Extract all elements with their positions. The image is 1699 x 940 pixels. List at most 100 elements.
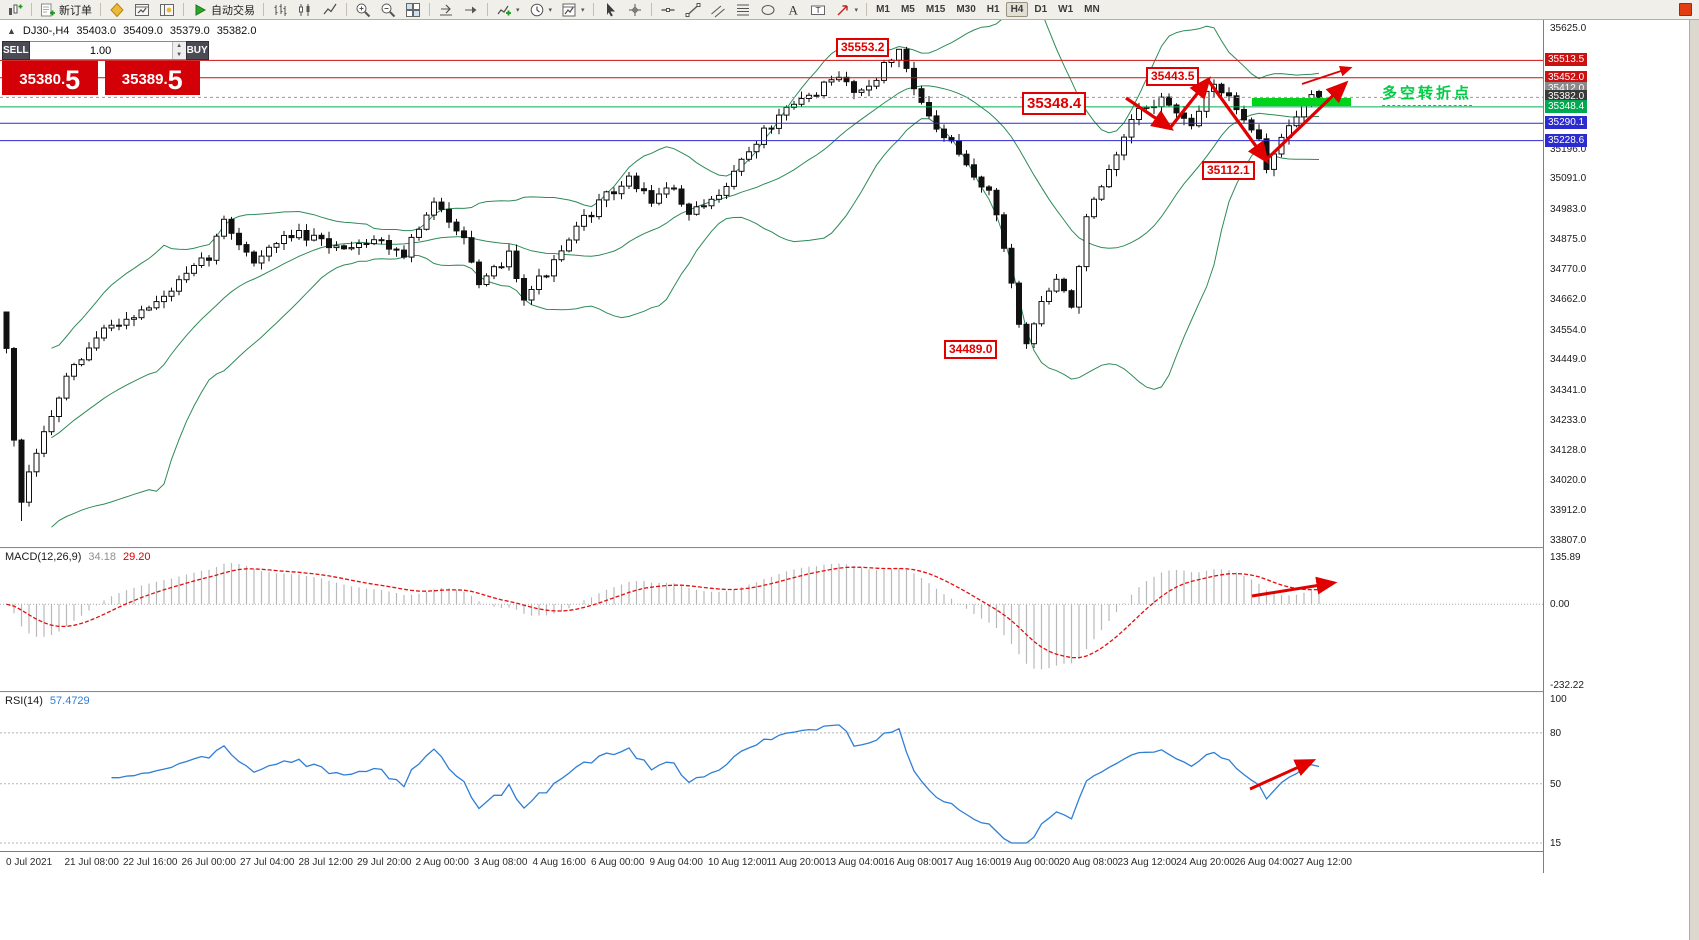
main-chart-svg[interactable]	[0, 20, 1543, 547]
price-callout[interactable]: 34489.0	[944, 340, 998, 359]
autotrading-button[interactable]: 自动交易	[188, 0, 259, 20]
toolbar-separator	[866, 3, 868, 16]
price-tick: 34554.0	[1550, 325, 1587, 336]
chart-shift-button[interactable]	[434, 0, 458, 20]
text-tool-button[interactable]: A	[781, 0, 805, 20]
rsi-svg[interactable]	[0, 693, 1543, 851]
new-order-label: 新订单	[59, 4, 92, 17]
price-callout[interactable]: 35348.4	[1022, 92, 1087, 115]
price-tick: 35196.0	[1550, 144, 1587, 155]
timeframe-m30[interactable]: M30	[956, 4, 976, 15]
candle-chart-mode-button[interactable]	[293, 0, 317, 20]
toolbar-separator	[429, 3, 430, 16]
volume-up-icon[interactable]: ▲	[172, 42, 186, 51]
rsi-trend-arrow[interactable]	[1249, 759, 1317, 791]
chevron-down-icon: ▾	[581, 6, 585, 14]
turning-point-highlight-bar[interactable]	[1252, 98, 1351, 106]
navigator-button[interactable]	[155, 0, 179, 20]
price-tag-current-price: 35382.0	[1545, 90, 1588, 103]
shapes-icon	[761, 4, 775, 15]
panel-divider-macd-rsi[interactable]	[0, 691, 1699, 693]
text-label-tool-button[interactable]: T	[806, 0, 830, 20]
market-watch-icon	[135, 3, 149, 16]
timeframe-w1[interactable]: W1	[1058, 4, 1074, 15]
zoom-out-button[interactable]	[376, 0, 400, 20]
time-label: 24 Aug 20:00	[1176, 857, 1235, 868]
line-chart-mode-button[interactable]	[318, 0, 342, 20]
rsi-panel[interactable]: RSI(14) 57.4729	[0, 693, 1543, 851]
cursor-tool-button[interactable]	[598, 0, 622, 20]
periods-button[interactable]: ▾	[525, 0, 557, 20]
macd-panel[interactable]: MACD(12,26,9) 34.18 29.20	[0, 549, 1543, 691]
price-tag-pivot: 35348.4	[1545, 100, 1588, 113]
volume-input[interactable]	[29, 42, 172, 59]
time-label: 9 Aug 04:00	[649, 857, 703, 868]
new-chart-button[interactable]	[3, 0, 27, 20]
timeframe-m1[interactable]: M1	[876, 4, 890, 15]
ohlc-low: 35379.0	[169, 25, 210, 37]
turning-point-annotation[interactable]: 多空转折点	[1382, 82, 1473, 106]
price-callout[interactable]: 35443.5	[1146, 67, 1200, 86]
levels-layer[interactable]	[0, 59, 1543, 142]
zoom-in-button[interactable]	[351, 0, 375, 20]
time-axis[interactable]: 0 Jul 2021 21 Jul 08:00 22 Jul 16:00 26 Jul…	[0, 851, 1543, 874]
ohlc-open: 35403.0	[76, 25, 117, 37]
time-label: 28 Jul 12:00	[298, 857, 354, 868]
price-callout[interactable]: 35112.1	[1202, 161, 1255, 180]
price-axis[interactable]: 35625.0 35196.0 35091.0 34983.0 34875.0 34770…	[1543, 20, 1689, 873]
bid-price-display[interactable]: 35380. 5	[2, 61, 98, 95]
toolbar-separator	[592, 3, 594, 16]
indicators-list-button[interactable]: ▾	[492, 0, 524, 20]
price-tick: 34341.0	[1550, 385, 1587, 396]
timeframe-h4[interactable]: H4	[1005, 2, 1029, 17]
time-label: 2 Aug 00:00	[415, 857, 469, 868]
arrow-objects-tool-button[interactable]: ▾	[831, 0, 863, 20]
buy-button[interactable]: BUY	[185, 41, 209, 60]
macd-header: MACD(12,26,9) 34.18 29.20	[5, 551, 150, 563]
horizontal-line-tool-button[interactable]	[656, 0, 680, 20]
main-chart-panel[interactable]: ▲ DJ30-,H4 35403.0 35409.0 35379.0 35382…	[0, 20, 1543, 547]
tile-windows-button[interactable]	[401, 0, 425, 20]
market-watch-button[interactable]	[130, 0, 154, 20]
bollinger-layer	[51, 20, 1320, 528]
volume-stepper[interactable]: ▲ ▼	[171, 42, 186, 59]
label-icon: T	[810, 5, 825, 15]
trendline-tool-button[interactable]	[681, 0, 705, 20]
hline-icon	[661, 7, 675, 12]
sell-button[interactable]: SELL	[2, 41, 30, 60]
channel-tool-button[interactable]	[706, 0, 730, 20]
bar-chart-mode-button[interactable]	[268, 0, 292, 20]
rsi-scale-50: 50	[1550, 779, 1562, 790]
metaquotes-button[interactable]	[105, 0, 129, 20]
macd-scale-bottom: -232.22	[1550, 680, 1584, 691]
crosshair-tool-button[interactable]	[623, 0, 647, 20]
price-tag-support-upper: 35290.1	[1545, 116, 1588, 129]
macd-svg[interactable]	[0, 549, 1543, 691]
periods-icon	[530, 3, 543, 16]
timeframe-d1[interactable]: D1	[1034, 4, 1048, 15]
fibonacci-tool-button[interactable]	[731, 0, 755, 20]
toolbar-separator	[31, 3, 32, 16]
trend-arrows-layer[interactable]	[1125, 66, 1353, 164]
shapes-tool-button[interactable]	[756, 0, 780, 20]
symbol-icon: ▲	[7, 26, 16, 36]
volume-down-icon[interactable]: ▼	[172, 50, 186, 59]
timeframe-mn[interactable]: MN	[1084, 4, 1100, 15]
timeframe-h1[interactable]: H1	[986, 4, 1000, 15]
auto-scroll-button[interactable]	[459, 0, 483, 20]
ask-price-display[interactable]: 35389. 5	[104, 61, 200, 95]
vertical-scrollbar[interactable]	[1689, 20, 1699, 940]
timeframe-m15[interactable]: M15	[925, 4, 946, 15]
timeframe-m5[interactable]: M5	[900, 4, 915, 15]
time-label: 6 Aug 00:00	[591, 857, 645, 868]
macd-trend-arrow[interactable]	[1251, 576, 1338, 598]
panel-divider-main-macd[interactable]	[0, 547, 1699, 549]
price-callout[interactable]: 35553.2	[836, 38, 890, 57]
navigator-icon	[160, 3, 174, 16]
templates-button[interactable]: ▾	[557, 0, 589, 20]
fibonacci-icon	[736, 4, 749, 15]
notification-badge[interactable]	[1679, 3, 1692, 16]
price-tick: 33807.0	[1550, 535, 1587, 546]
new-order-button[interactable]: 新订单	[36, 0, 96, 20]
